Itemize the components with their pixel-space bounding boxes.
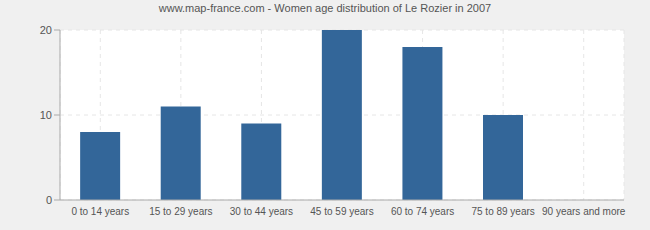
svg-text:15 to 29 years: 15 to 29 years xyxy=(149,206,212,217)
svg-text:45 to 59 years: 45 to 59 years xyxy=(310,206,373,217)
svg-text:60 to 74 years: 60 to 74 years xyxy=(391,206,454,217)
svg-text:0 to 14 years: 0 to 14 years xyxy=(71,206,129,217)
svg-text:20: 20 xyxy=(40,24,52,36)
svg-text:30 to 44 years: 30 to 44 years xyxy=(230,206,293,217)
svg-text:10: 10 xyxy=(40,109,52,121)
html-text:www.map-france.com - Women age: www.map-france.com - Women age distribut… xyxy=(158,2,492,14)
svg-text:90 years and more: 90 years and more xyxy=(542,206,626,217)
svg-text:75 to 89 years: 75 to 89 years xyxy=(471,206,534,217)
svg-text:0: 0 xyxy=(46,194,52,206)
